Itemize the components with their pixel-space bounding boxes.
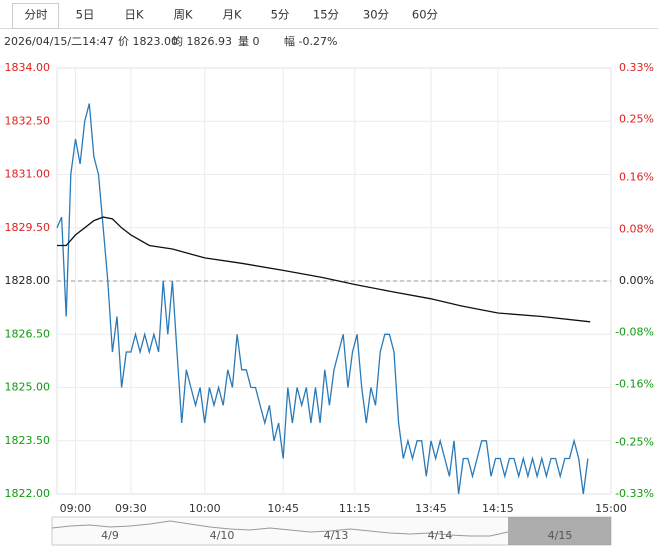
navigator-label: 4/9: [101, 529, 119, 542]
series-line: [57, 216, 591, 323]
y2-tick-label: 0.25%: [619, 113, 654, 126]
tab[interactable]: 周K: [173, 8, 192, 22]
tab-bar: [0, 0, 658, 28]
y-tick-label: 1832.50: [5, 114, 51, 127]
tab[interactable]: 日K: [124, 8, 143, 22]
y2-tick-label: 0.16%: [619, 171, 654, 184]
series-line: [56, 103, 589, 495]
y-tick-label: 1823.50: [5, 434, 51, 447]
y-tick-label: 1829.50: [5, 221, 51, 234]
y-tick-label: 1825.00: [5, 381, 51, 394]
x-tick-label: 09:30: [115, 502, 147, 515]
active-tab-box: [12, 3, 59, 29]
x-tick-label: 15:00: [595, 502, 627, 515]
y-tick-label: 1828.00: [5, 274, 51, 287]
tab[interactable]: 5日: [76, 8, 95, 22]
tab[interactable]: 5分: [271, 8, 290, 22]
y-tick-label: 1822.00: [5, 487, 51, 500]
y-tick-label: 1834.00: [5, 61, 51, 74]
y2-tick-label: 0.00%: [619, 274, 654, 287]
y2-tick-label: -0.08%: [615, 326, 654, 339]
x-tick-label: 09:00: [60, 502, 92, 515]
tab[interactable]: 15分: [313, 8, 340, 22]
navigator-label: 4/13: [324, 529, 349, 542]
tab[interactable]: 60分: [412, 8, 439, 22]
info-text: 幅 -0.27%: [284, 35, 337, 48]
info-text: 均 1826.93: [172, 35, 232, 48]
tab[interactable]: 月K: [222, 8, 241, 22]
navigator-line: [51, 520, 509, 537]
x-tick-label: 14:15: [482, 502, 514, 515]
y2-tick-label: -0.33%: [615, 487, 654, 500]
x-tick-label: 10:45: [267, 502, 299, 515]
y2-tick-label: -0.16%: [615, 377, 654, 390]
plot-frame: [56, 67, 612, 495]
info-text: 价 1823.00: [118, 35, 178, 48]
y2-tick-label: -0.25%: [615, 435, 654, 448]
navigator-label: 4/14: [428, 529, 453, 542]
info-text: 量 0: [238, 35, 260, 48]
navigator-label: 4/15: [548, 529, 573, 542]
navigator-label: 4/10: [210, 529, 235, 542]
y2-tick-label: 0.33%: [619, 61, 654, 74]
tab[interactable]: 30分: [363, 8, 390, 22]
tab[interactable]: 分时: [25, 8, 48, 22]
x-tick-label: 11:15: [339, 502, 371, 515]
y2-tick-label: 0.08%: [619, 222, 654, 235]
y-tick-label: 1826.50: [5, 327, 51, 340]
navigator-selection[interactable]: [508, 517, 611, 545]
y-tick-label: 1831.00: [5, 168, 51, 181]
x-tick-label: 10:00: [189, 502, 221, 515]
info-text: 2026/04/15/二14:47: [4, 35, 114, 48]
x-tick-label: 13:45: [415, 502, 447, 515]
